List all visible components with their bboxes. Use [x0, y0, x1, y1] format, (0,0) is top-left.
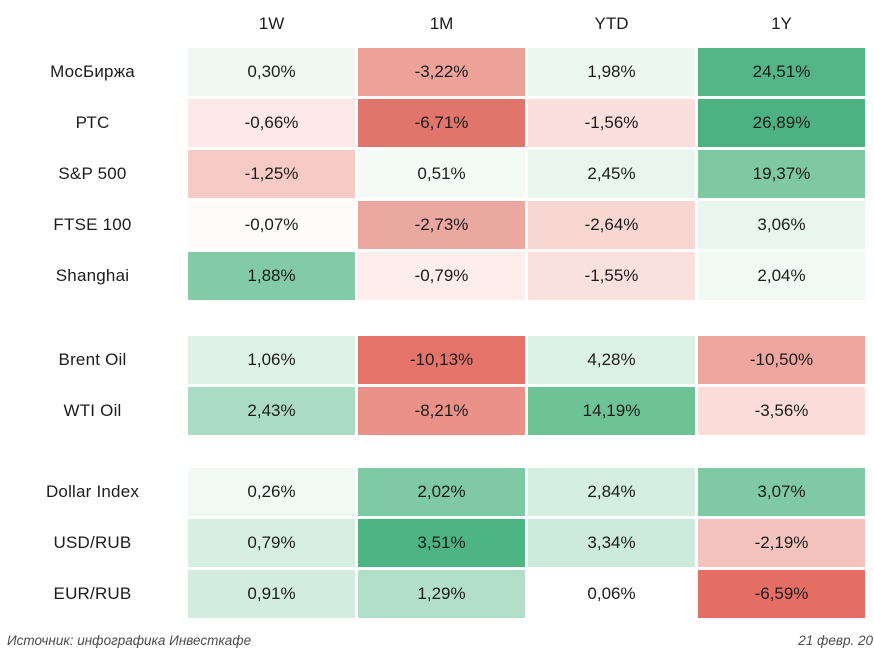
row-label: Shanghai	[55, 266, 130, 285]
value-cell: -2,73%	[358, 201, 525, 249]
value-cell: 0,79%	[188, 519, 355, 567]
date-caption: 21 февр. 20	[798, 633, 873, 648]
value-cell: -6,71%	[358, 99, 525, 147]
value-cell: -8,21%	[358, 387, 525, 435]
footer: Источник: инфографика Инвесткафе 21 февр…	[0, 633, 874, 648]
source-caption: Источник: инфографика Инвесткафе	[7, 633, 252, 648]
table-row: USD/RUB 0,79% 3,51% 3,34% -2,19%	[0, 519, 874, 567]
table-row: Shanghai 1,88% -0,79% -1,55% 2,04%	[0, 252, 874, 300]
column-header-row: 1W 1M YTD 1Y	[0, 0, 874, 48]
table-row: S&P 500 -1,25% 0,51% 2,45% 19,37%	[0, 150, 874, 198]
value-cell: 1,06%	[188, 336, 355, 384]
value-cell: 1,98%	[528, 48, 695, 96]
value-cell: -0,79%	[358, 252, 525, 300]
row-label: FTSE 100	[53, 215, 132, 234]
row-label: МосБиржа	[50, 62, 135, 81]
value-cell: -0,66%	[188, 99, 355, 147]
row-label: USD/RUB	[53, 533, 132, 552]
value-cell: 0,91%	[188, 570, 355, 618]
row-group-currencies: Dollar Index 0,26% 2,02% 2,84% 3,07% USD/RUB 0…	[0, 468, 874, 618]
table-row: WTI Oil 2,43% -8,21% 14,19% -3,56%	[0, 387, 874, 435]
row-label: Dollar Index	[45, 482, 140, 501]
value-cell: 19,37%	[698, 150, 865, 198]
value-cell: -6,59%	[698, 570, 865, 618]
row-label: Brent Oil	[58, 350, 127, 369]
value-cell: 2,02%	[358, 468, 525, 516]
value-cell: 2,84%	[528, 468, 695, 516]
value-cell: -2,19%	[698, 519, 865, 567]
table-row: РТС -0,66% -6,71% -1,56% 26,89%	[0, 99, 874, 147]
value-cell: 26,89%	[698, 99, 865, 147]
row-label: S&P 500	[58, 164, 127, 183]
value-cell: 1,29%	[358, 570, 525, 618]
table-row: FTSE 100 -0,07% -2,73% -2,64% 3,06%	[0, 201, 874, 249]
value-cell: -10,13%	[358, 336, 525, 384]
value-cell: 3,51%	[358, 519, 525, 567]
value-cell: 1,88%	[188, 252, 355, 300]
row-label: EUR/RUB	[53, 584, 132, 603]
table-row: EUR/RUB 0,91% 1,29% 0,06% -6,59%	[0, 570, 874, 618]
column-header-1w: 1W	[258, 14, 285, 33]
value-cell: 0,06%	[528, 570, 695, 618]
value-cell: -1,25%	[188, 150, 355, 198]
value-cell: -0,07%	[188, 201, 355, 249]
value-cell: -1,56%	[528, 99, 695, 147]
column-header-ytd: YTD	[594, 14, 629, 33]
value-cell: -1,55%	[528, 252, 695, 300]
value-cell: 4,28%	[528, 336, 695, 384]
value-cell: 0,30%	[188, 48, 355, 96]
value-cell: 14,19%	[528, 387, 695, 435]
value-cell: 2,45%	[528, 150, 695, 198]
row-group-oil: Brent Oil 1,06% -10,13% 4,28% -10,50% WTI Oil…	[0, 336, 874, 435]
value-cell: 24,51%	[698, 48, 865, 96]
value-cell: -3,22%	[358, 48, 525, 96]
table-row: Brent Oil 1,06% -10,13% 4,28% -10,50%	[0, 336, 874, 384]
table-row: МосБиржа 0,30% -3,22% 1,98% 24,51%	[0, 48, 874, 96]
performance-heatmap: 1W 1M YTD 1Y МосБиржа 0,30% -3,22% 1,98% 24,…	[0, 0, 874, 618]
value-cell: -2,64%	[528, 201, 695, 249]
heatmap-body: МосБиржа 0,30% -3,22% 1,98% 24,51% РТС -0,66% -…	[0, 48, 874, 618]
row-group-equity-indices: МосБиржа 0,30% -3,22% 1,98% 24,51% РТС -0,66% -…	[0, 48, 874, 300]
row-label: WTI Oil	[63, 401, 122, 420]
value-cell: 2,04%	[698, 252, 865, 300]
table-row: Dollar Index 0,26% 2,02% 2,84% 3,07%	[0, 468, 874, 516]
column-header-1y: 1Y	[771, 14, 792, 33]
value-cell: 3,06%	[698, 201, 865, 249]
value-cell: -3,56%	[698, 387, 865, 435]
value-cell: 0,26%	[188, 468, 355, 516]
row-label: РТС	[75, 113, 110, 132]
value-cell: 2,43%	[188, 387, 355, 435]
value-cell: 3,07%	[698, 468, 865, 516]
value-cell: 0,51%	[358, 150, 525, 198]
column-header-1m: 1M	[429, 14, 454, 33]
value-cell: -10,50%	[698, 336, 865, 384]
value-cell: 3,34%	[528, 519, 695, 567]
